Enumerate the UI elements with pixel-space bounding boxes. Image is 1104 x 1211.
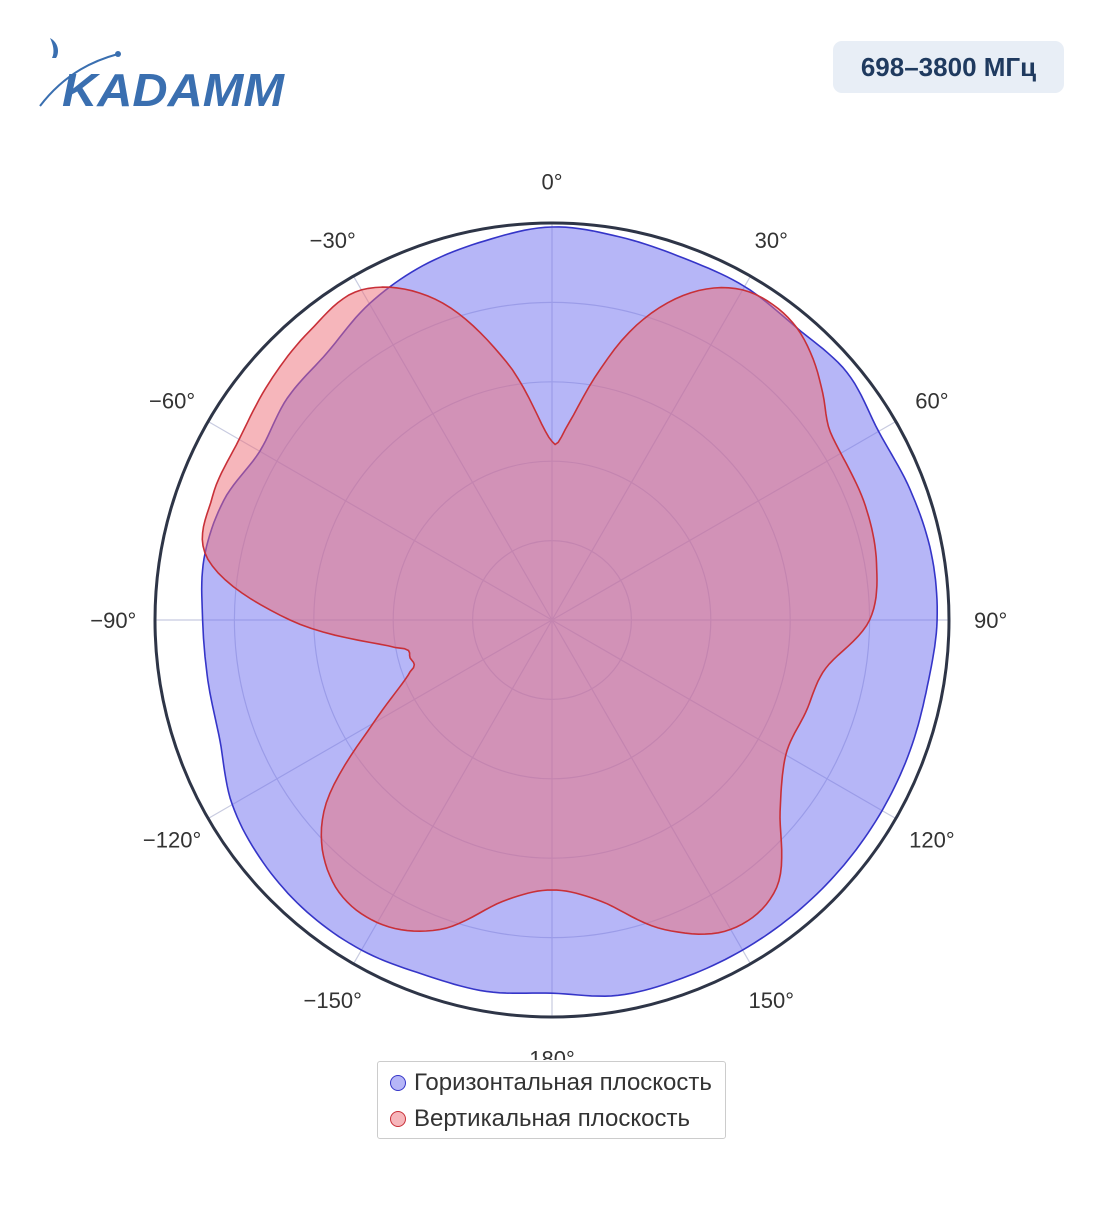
angular-tick-label: 180°: [529, 1047, 575, 1060]
angular-tick-label: 0°: [541, 169, 562, 194]
angular-tick-label: 60°: [915, 389, 948, 414]
angular-tick-label: 30°: [755, 228, 788, 253]
logo-arc: [39, 53, 119, 107]
legend-swatch-horizontal: [390, 1075, 406, 1091]
angular-tick-label: −120°: [143, 827, 201, 852]
logo: KADAMM: [36, 32, 292, 116]
legend-item-horizontal[interactable]: Горизонтальная плоскость: [390, 1068, 712, 1098]
logo-dot: [115, 51, 121, 57]
legend-label-horizontal: Горизонтальная плоскость: [414, 1069, 712, 1096]
frequency-badge: 698–3800 МГц: [833, 41, 1064, 93]
legend: Горизонтальная плоскость Вертикальная пл…: [377, 1061, 726, 1139]
angular-tick-label: 150°: [749, 988, 795, 1013]
logo-swoosh: [50, 38, 58, 58]
angular-tick-label: −150°: [304, 988, 362, 1013]
polar-frame: [153, 221, 951, 1019]
polar-chart: 0° 30° 60° 90° 120° 150° 180° −150° −120° −90° −60…: [90, 169, 1007, 1060]
legend-swatch-vertical: [390, 1111, 406, 1127]
legend-label-vertical: Вертикальная плоскость: [414, 1105, 690, 1132]
angular-tick-label: −90°: [90, 608, 136, 633]
series-area-1: [201, 286, 878, 936]
legend-item-vertical[interactable]: Вертикальная плоскость: [390, 1104, 690, 1134]
logo-mark: KADAMM: [39, 38, 286, 116]
angular-tick-label: −60°: [149, 389, 195, 414]
logo-text: KADAMM: [62, 64, 286, 116]
angular-tick-labels: 0° 30° 60° 90° 120° 150° 180° −150° −120° −90° −60…: [90, 169, 1007, 1060]
angular-tick-label: 120°: [909, 827, 955, 852]
angular-tick-label: −30°: [310, 228, 356, 253]
series-layer: [200, 226, 938, 998]
angular-tick-label: 90°: [974, 608, 1007, 633]
